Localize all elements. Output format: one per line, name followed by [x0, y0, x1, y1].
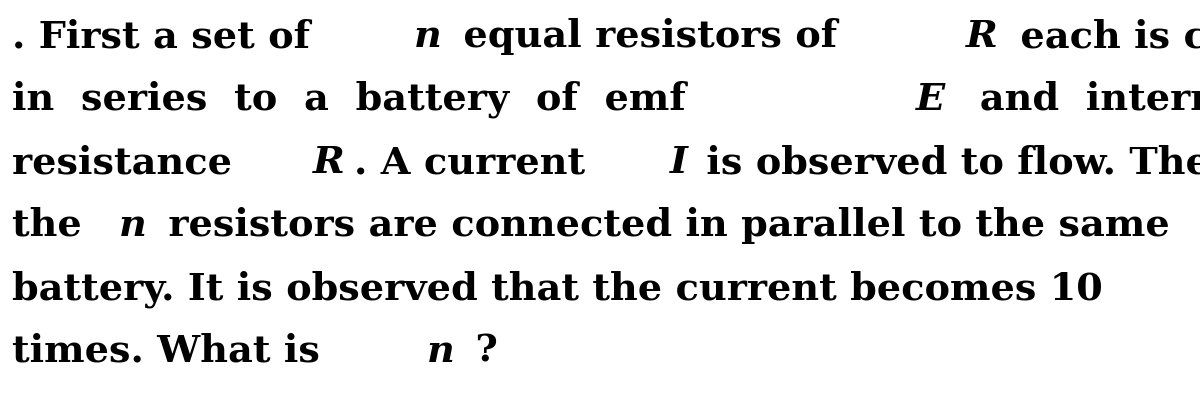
Text: . First a set of: . First a set of	[12, 18, 323, 55]
Text: R: R	[966, 18, 998, 55]
Text: resistors are connected in parallel to the same: resistors are connected in parallel to t…	[155, 207, 1170, 243]
Text: . A current: . A current	[354, 144, 599, 180]
Text: times. What is: times. What is	[12, 332, 334, 369]
Text: is observed to flow. Then: is observed to flow. Then	[692, 144, 1200, 180]
Text: R: R	[313, 144, 344, 180]
Text: n: n	[119, 207, 148, 243]
Text: ?: ?	[462, 332, 498, 369]
Text: I: I	[670, 144, 688, 180]
Text: the: the	[12, 207, 95, 243]
Text: n: n	[414, 18, 442, 55]
Text: in  series  to  a  battery  of  emf: in series to a battery of emf	[12, 81, 713, 118]
Text: n: n	[426, 332, 455, 369]
Text: resistance: resistance	[12, 144, 245, 180]
Text: battery. It is observed that the current becomes 10: battery. It is observed that the current…	[12, 270, 1103, 307]
Text: E: E	[916, 81, 944, 118]
Text: and  internal: and internal	[954, 81, 1200, 118]
Text: each is connected: each is connected	[1007, 18, 1200, 55]
Text: equal resistors of: equal resistors of	[450, 18, 850, 55]
